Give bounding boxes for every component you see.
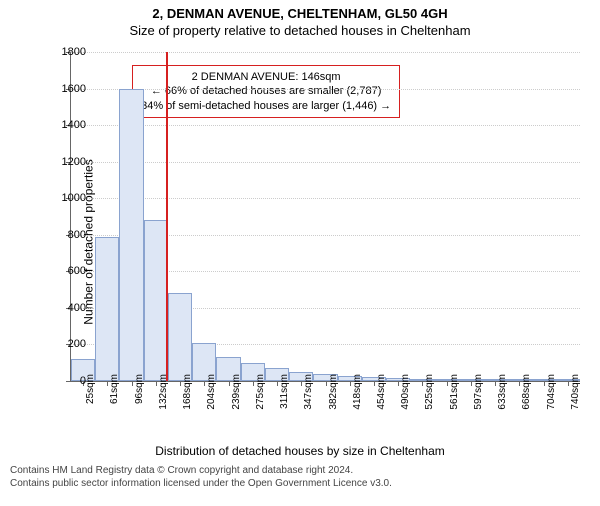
xtick-label: 61sqm bbox=[109, 374, 120, 414]
gridline bbox=[71, 52, 580, 53]
ytick-label: 600 bbox=[46, 265, 86, 277]
plot-area: 2 DENMAN AVENUE: 146sqm ← 66% of detache… bbox=[70, 52, 580, 382]
footer: Contains HM Land Registry data © Crown c… bbox=[10, 464, 590, 490]
annotation-line-2: ← 66% of detached houses are smaller (2,… bbox=[141, 84, 391, 98]
xtick-label: 418sqm bbox=[352, 374, 363, 414]
xtick-label: 633sqm bbox=[497, 374, 508, 414]
xtick-label: 561sqm bbox=[449, 374, 460, 414]
ytick-label: 800 bbox=[46, 229, 86, 241]
ytick-label: 400 bbox=[46, 302, 86, 314]
xtick-label: 25sqm bbox=[85, 374, 96, 414]
gridline bbox=[71, 89, 580, 90]
xtick-mark bbox=[350, 381, 351, 386]
xtick-label: 96sqm bbox=[134, 374, 145, 414]
xtick-label: 668sqm bbox=[521, 374, 532, 414]
xtick-label: 168sqm bbox=[182, 374, 193, 414]
ytick-label: 1000 bbox=[46, 192, 86, 204]
xtick-label: 239sqm bbox=[231, 374, 242, 414]
bar bbox=[95, 237, 119, 381]
annotation-line-3: 34% of semi-detached houses are larger (… bbox=[141, 99, 391, 113]
xtick-label: 347sqm bbox=[303, 374, 314, 414]
chart-title-2: Size of property relative to detached ho… bbox=[0, 23, 600, 38]
xtick-mark bbox=[374, 381, 375, 386]
xtick-label: 525sqm bbox=[424, 374, 435, 414]
xtick-label: 311sqm bbox=[279, 374, 290, 414]
xtick-label: 275sqm bbox=[255, 374, 266, 414]
ytick-label: 1600 bbox=[46, 83, 86, 95]
xtick-mark bbox=[180, 381, 181, 386]
footer-line-2: Contains public sector information licen… bbox=[10, 477, 590, 490]
xtick-mark bbox=[471, 381, 472, 386]
xtick-mark bbox=[132, 381, 133, 386]
ytick-label: 0 bbox=[46, 375, 86, 387]
footer-line-1: Contains HM Land Registry data © Crown c… bbox=[10, 464, 590, 477]
xtick-label: 597sqm bbox=[473, 374, 484, 414]
xtick-label: 740sqm bbox=[570, 374, 581, 414]
annotation-box: 2 DENMAN AVENUE: 146sqm ← 66% of detache… bbox=[132, 65, 400, 118]
bar bbox=[119, 89, 143, 381]
xtick-mark bbox=[229, 381, 230, 386]
chart-container: Number of detached properties 2 DENMAN A… bbox=[0, 42, 600, 442]
xtick-label: 204sqm bbox=[206, 374, 217, 414]
reference-line bbox=[166, 52, 168, 381]
xtick-label: 382sqm bbox=[328, 374, 339, 414]
gridline bbox=[71, 198, 580, 199]
xtick-mark bbox=[253, 381, 254, 386]
xtick-label: 490sqm bbox=[400, 374, 411, 414]
ytick-label: 200 bbox=[46, 338, 86, 350]
xtick-label: 132sqm bbox=[158, 374, 169, 414]
xtick-mark bbox=[156, 381, 157, 386]
xtick-label: 704sqm bbox=[546, 374, 557, 414]
xtick-label: 454sqm bbox=[376, 374, 387, 414]
gridline bbox=[71, 162, 580, 163]
ytick-label: 1400 bbox=[46, 119, 86, 131]
bar bbox=[168, 293, 192, 381]
xtick-mark bbox=[277, 381, 278, 386]
annotation-line-1: 2 DENMAN AVENUE: 146sqm bbox=[141, 70, 391, 84]
xtick-mark bbox=[568, 381, 569, 386]
xtick-mark bbox=[495, 381, 496, 386]
xtick-mark bbox=[326, 381, 327, 386]
gridline bbox=[71, 125, 580, 126]
x-axis-label: Distribution of detached houses by size … bbox=[0, 444, 600, 458]
ytick-label: 1800 bbox=[46, 46, 86, 58]
ytick-label: 1200 bbox=[46, 156, 86, 168]
bar bbox=[144, 220, 168, 381]
xtick-mark bbox=[544, 381, 545, 386]
chart-title-1: 2, DENMAN AVENUE, CHELTENHAM, GL50 4GH bbox=[0, 6, 600, 21]
xtick-mark bbox=[447, 381, 448, 386]
